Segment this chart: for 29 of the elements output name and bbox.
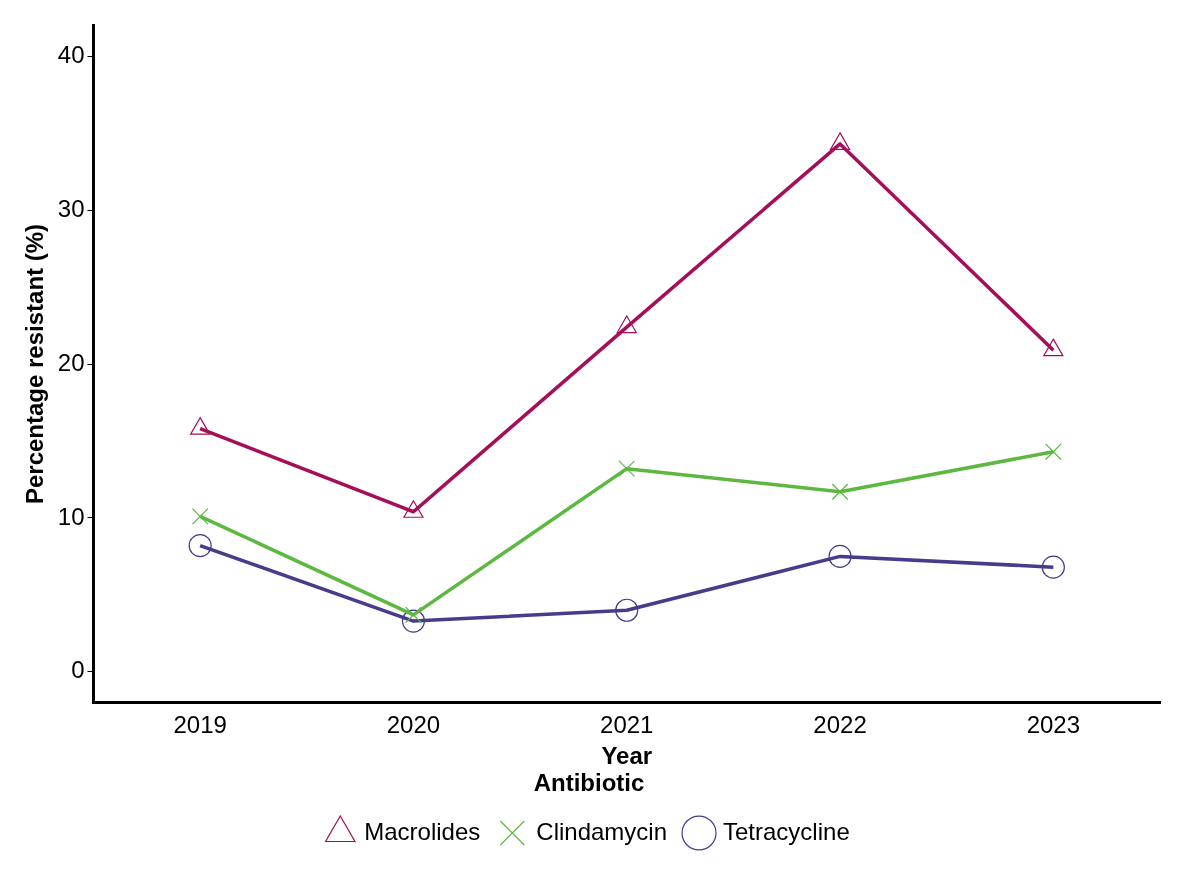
point	[618, 460, 636, 478]
x-axis-title: Year	[601, 742, 653, 770]
y-axis-title: Percentage resistant (%)	[21, 223, 49, 505]
x-tick-label: 2020	[386, 710, 441, 738]
y-tick-label: 30	[57, 194, 85, 222]
point	[615, 598, 639, 622]
x-tick-label: 2022	[813, 710, 867, 738]
point	[616, 315, 637, 334]
point	[401, 609, 426, 633]
y-tick-label: 10	[57, 502, 85, 530]
point	[190, 417, 211, 435]
x-tick-label: 2021	[600, 710, 654, 738]
y-tick-label: 20	[57, 348, 85, 376]
point	[191, 507, 209, 525]
point	[1043, 338, 1064, 357]
legend-title: Antibiotic	[533, 768, 645, 796]
point	[1044, 443, 1062, 461]
point	[1041, 555, 1065, 579]
x-tick-label: 2023	[1026, 710, 1081, 738]
point	[831, 483, 849, 501]
point	[829, 132, 851, 151]
legend-label: Tetracycline	[723, 817, 850, 845]
y-tick-label: 40	[57, 40, 85, 68]
point	[828, 544, 852, 568]
y-tick-label: 0	[71, 656, 85, 684]
legend-label: Clindamycin	[536, 817, 668, 845]
legend-label: Macrolides	[364, 817, 481, 845]
x-tick-label: 2019	[173, 710, 227, 738]
point	[188, 534, 212, 558]
